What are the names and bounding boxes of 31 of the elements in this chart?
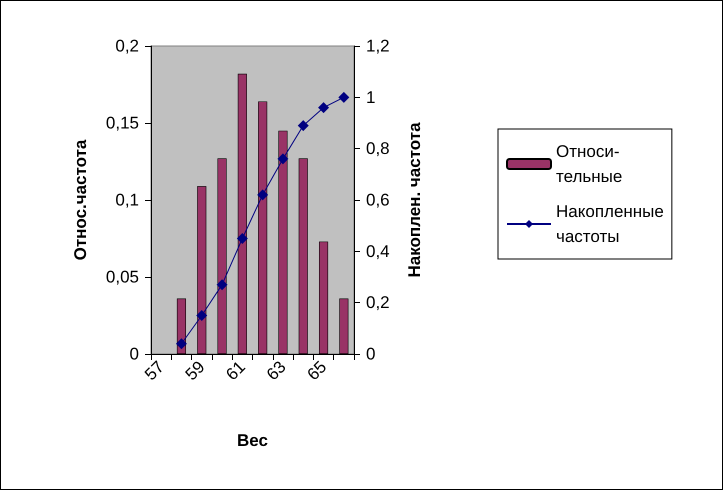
x-tick-label: 59 <box>182 357 208 384</box>
point <box>216 279 228 290</box>
point <box>298 120 309 132</box>
y-tick-label: 0,15 <box>106 114 139 132</box>
x-tick-label: 61 <box>222 357 250 384</box>
y2-tick-label: 1 <box>366 88 376 107</box>
y-tick-label: 0 <box>130 344 139 364</box>
y-tick-label: 0,05 <box>106 268 139 286</box>
point <box>277 153 288 164</box>
y2-axis-title: Накоплен. частота <box>405 122 424 278</box>
x-axis-title: Вес <box>237 431 268 450</box>
y2-tick-label: 0,2 <box>366 293 390 312</box>
legend-label: Накопленные частоты <box>556 202 664 246</box>
point <box>257 189 268 200</box>
legend-label: Относи- тельные <box>556 142 622 186</box>
point <box>318 102 330 114</box>
point <box>338 92 350 103</box>
x-tick-label: 65 <box>303 357 330 384</box>
y2-tick-label: 0,8 <box>366 139 390 158</box>
y2-tick-label: 0,4 <box>366 242 390 261</box>
x-tick-label: 63 <box>262 357 290 384</box>
point <box>196 310 208 321</box>
point <box>176 338 187 350</box>
y2-tick-label: 0,6 <box>366 190 390 210</box>
y2-tick-label: 0 <box>366 344 376 364</box>
y-tick-label: 0,1 <box>115 190 139 210</box>
y-axis-title: Относ.частота <box>71 139 90 260</box>
y2-tick-label: 1,2 <box>366 36 390 56</box>
x-tick-label: 57 <box>141 357 168 384</box>
y-tick-label: 0,2 <box>115 36 139 56</box>
point <box>236 233 248 244</box>
